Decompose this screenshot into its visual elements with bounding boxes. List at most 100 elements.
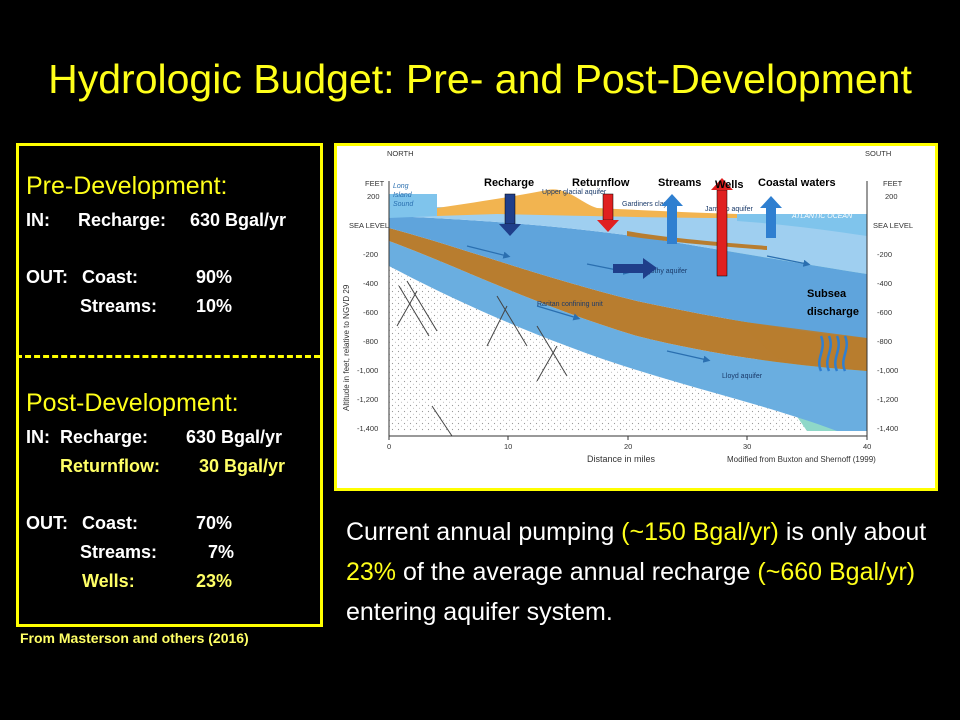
sea-level-left: SEA LEVEL — [349, 221, 389, 230]
bedrock-fractures — [396, 280, 568, 437]
recharge-label: Recharge — [484, 177, 534, 189]
raritan-seaward — [737, 321, 867, 371]
post-out-wells-value: 23% — [196, 571, 233, 591]
pre-out-streams-name: Streams: — [80, 296, 158, 316]
wells-label: Wells — [715, 179, 744, 191]
sound-label-1: Long — [393, 183, 409, 190]
xtick: 30 — [743, 442, 751, 451]
ytick-right: -1,200 — [877, 395, 898, 404]
sea-level-right: SEA LEVEL — [873, 221, 913, 230]
caption-highlight-recharge: (~660 Bgal/yr) — [757, 558, 916, 586]
post-out-streams-value: 7% — [208, 542, 235, 562]
ytick-left: 200 — [367, 192, 380, 201]
ytick-right: -1,400 — [877, 424, 898, 433]
upper-glacial-aquifer — [389, 206, 867, 274]
ytick-left: -1,000 — [357, 366, 378, 375]
returnflow-label: Returnflow — [572, 177, 630, 189]
summary-caption: Current annual pumping (~150 Bgal/yr) is… — [346, 512, 946, 632]
south-label: SOUTH — [865, 149, 891, 158]
caption-text: is only about — [778, 518, 927, 546]
section-divider — [16, 355, 320, 358]
feet-right: FEET — [883, 179, 903, 188]
xtick: 10 — [504, 442, 512, 451]
caption-text: Current annual pumping — [346, 518, 622, 546]
pre-in-item: Recharge: — [78, 210, 167, 230]
post-out-coast-value: 70% — [196, 513, 233, 533]
flow-arrows — [466, 245, 811, 363]
post-out-label: OUT: — [26, 513, 68, 533]
ytick-left: -600 — [363, 308, 378, 317]
ytick-right: -1,000 — [877, 366, 898, 375]
recharge-arrow — [499, 193, 521, 236]
magothy-label: Magothy aquifer — [637, 268, 688, 275]
post-in-returnflow-name: Returnflow: — [60, 456, 160, 476]
pre-out-streams-value: 10% — [196, 296, 233, 316]
pre-out-coast-value: 90% — [196, 267, 233, 287]
xtick: 40 — [863, 442, 871, 451]
subsea-label-2: discharge — [807, 306, 859, 318]
ytick-left: -1,400 — [357, 424, 378, 433]
long-island-sound — [389, 194, 437, 218]
source-note: Modified from Buxton and Shernoff (1999) — [727, 455, 876, 464]
wells-arrow — [711, 178, 733, 277]
ytick-right: 200 — [885, 192, 898, 201]
lloyd-aquifer — [389, 241, 867, 431]
post-out-wells-name: Wells: — [82, 571, 135, 591]
xtick: 20 — [624, 442, 632, 451]
feet-left: FEET — [365, 179, 385, 188]
pre-in-value: 630 Bgal/yr — [190, 210, 287, 230]
source-credit: From Masterson and others (2016) — [20, 630, 249, 646]
ytick-left: -800 — [363, 337, 378, 346]
ytick-right: -800 — [877, 337, 892, 346]
pre-out-coast-name: Coast: — [82, 267, 139, 287]
north-label: NORTH — [387, 149, 414, 158]
sound-label-3: Sound — [393, 201, 414, 208]
ocean-label: ATLANTIC OCEAN — [791, 213, 853, 220]
post-in-label: IN: — [26, 427, 50, 447]
ytick-left: -200 — [363, 250, 378, 259]
upper-glacial-label: Upper glacial aquifer — [542, 189, 607, 196]
post-development-heading: Post-Development: — [26, 389, 239, 417]
ytick-left: -1,200 — [357, 395, 378, 404]
cross-section-svg: NORTH SOUTH FEET FEET SEA LEVEL SEA LEVE… — [342, 149, 913, 464]
coastal-label: Coastal waters — [758, 177, 836, 189]
xtick: 0 — [387, 442, 391, 451]
post-in-recharge-value: 630 Bgal/yr — [186, 427, 283, 447]
post-in-returnflow-value: 30 Bgal/yr — [199, 456, 286, 476]
caption-text: entering aquifer system. — [346, 598, 613, 626]
aquifer-cross-section-figure: NORTH SOUTH FEET FEET SEA LEVEL SEA LEVE… — [334, 143, 938, 491]
gardiners-label: Gardiners clay — [622, 201, 668, 208]
post-out-streams-name: Streams: — [80, 542, 158, 562]
returnflow-arrow — [597, 193, 619, 232]
ytick-left: -400 — [363, 279, 378, 288]
raritan-confining-unit — [389, 228, 867, 371]
ytick-right: -600 — [877, 308, 892, 317]
post-out-coast-name: Coast: — [82, 513, 139, 533]
pre-out-label: OUT: — [26, 267, 68, 287]
streams-arrow — [661, 194, 683, 244]
axes — [388, 181, 868, 440]
sound-label-2: Island — [393, 192, 413, 199]
raritan-label: Raritan confining unit — [537, 301, 603, 308]
gardiners-clay — [627, 231, 767, 250]
y-axis-label: Altitude in feet, relative to NGVD 29 — [342, 284, 351, 411]
jameco-label: Jameco aquifer — [705, 206, 754, 213]
magothy-aquifer — [389, 216, 867, 338]
ytick-right: -400 — [877, 279, 892, 288]
budget-box — [16, 143, 323, 627]
x-axis-label: Distance in miles — [587, 454, 656, 464]
caption-highlight-pumping: (~150 Bgal/yr) — [621, 518, 779, 546]
subsea-discharge-arrows — [818, 335, 848, 372]
coastal-arrow — [760, 196, 782, 238]
subsea-label-1: Subsea — [807, 288, 847, 300]
caption-text: of the average annual recharge — [396, 558, 758, 586]
streams-label: Streams — [658, 177, 701, 189]
ytick-right: -200 — [877, 250, 892, 259]
pre-development-heading: Pre-Development: — [26, 172, 228, 200]
caption-highlight-percent: 23% — [346, 558, 397, 586]
post-in-recharge-name: Recharge: — [60, 427, 149, 447]
lloyd-label: Lloyd aquifer — [722, 373, 763, 380]
magothy-flow-arrow — [613, 258, 657, 279]
pre-in-label: IN: — [26, 210, 50, 230]
slide-title: Hydrologic Budget: Pre- and Post-Develop… — [48, 56, 912, 102]
